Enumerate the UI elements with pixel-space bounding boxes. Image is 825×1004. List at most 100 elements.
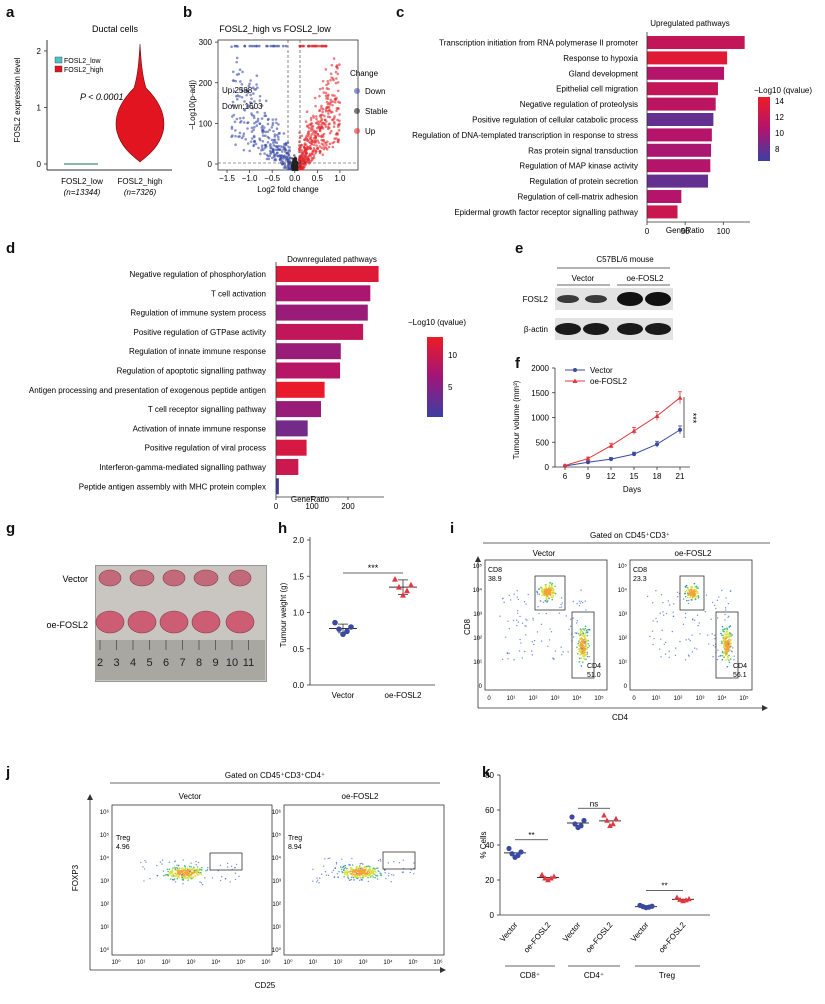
flow-event: [722, 630, 724, 632]
flow-event: [580, 630, 583, 632]
volcano-point-up: [334, 132, 338, 136]
blot-group-oe: oe-FOSL2: [627, 274, 664, 283]
group-label-treg: Treg: [659, 971, 675, 980]
flow-event: [548, 597, 550, 600]
bar-category-label: Negative regulation of phosphorylation: [129, 270, 266, 279]
volcano-point-up: [318, 87, 322, 91]
bar-category-label: Interferon-gamma-mediated signalling pat…: [99, 463, 266, 472]
volcano-point-up: [331, 141, 334, 145]
flow-event: [570, 625, 572, 628]
flow-event: [368, 873, 370, 875]
volcano-point-down: [246, 142, 250, 145]
flow-event: [353, 869, 356, 872]
flow-event: [674, 654, 677, 657]
volcano-point-down: [252, 134, 256, 138]
flow-event: [727, 656, 730, 658]
colorbar-tick: 5: [448, 383, 453, 392]
flow-event: [538, 593, 541, 595]
ytick-label: 200: [199, 79, 213, 88]
flow-event: [525, 625, 527, 627]
flow-event: [543, 587, 546, 590]
bar: [276, 439, 307, 456]
volcano-point-up: [307, 44, 310, 48]
flow-event: [724, 650, 726, 653]
flow-event: [367, 868, 370, 871]
flow-event: [725, 653, 727, 655]
volcano-point-down: [256, 117, 260, 121]
volcano-point-up: [316, 139, 319, 142]
volcano-point-down: [242, 134, 245, 138]
flow-event: [551, 598, 554, 601]
flow-event: [356, 876, 358, 878]
flow-event: [684, 590, 687, 593]
volcano-point-down: [284, 159, 288, 162]
xtick-label: Vector: [498, 920, 520, 943]
photo-row-vector: Vector: [62, 574, 88, 584]
volcano-point-stable: [294, 164, 297, 167]
ruler-label: 4: [130, 657, 136, 669]
volcano-point-down: [271, 44, 275, 48]
volcano-point-down: [276, 133, 279, 137]
bar-category-label: Positive regulation of viral process: [145, 444, 266, 453]
flow-event: [188, 865, 191, 868]
volcano-point-down: [232, 113, 236, 117]
group-label-low: FOSL2_low: [61, 177, 103, 186]
flow-event: [731, 634, 734, 636]
flow-event: [501, 658, 504, 660]
volcano-point-down: [258, 94, 262, 98]
flow-event: [143, 868, 146, 870]
flow-event: [725, 641, 727, 644]
volcano-point-up: [320, 104, 323, 108]
flow-event: [649, 635, 651, 638]
gate-box-cd8: [679, 575, 705, 611]
flow-event: [693, 592, 695, 595]
volcano-point-down: [277, 123, 280, 126]
volcano-point-up: [332, 125, 336, 128]
bar: [276, 285, 371, 302]
xtick-label: 10⁴: [383, 959, 393, 966]
flow-event: [687, 589, 690, 592]
flow-event: [548, 584, 551, 586]
flow-event: [568, 628, 570, 631]
volcano-point-down: [240, 83, 244, 86]
volcano-point-down: [234, 143, 237, 146]
flow-event: [174, 868, 177, 870]
volcano-point-up: [312, 154, 316, 157]
bar: [647, 97, 716, 111]
flow-event: [579, 628, 582, 630]
flow-event: [536, 593, 539, 595]
flow-event: [219, 879, 222, 882]
flow-event: [149, 877, 151, 880]
bar-category-label: Transcription initiation from RNA polyme…: [439, 39, 638, 48]
volcano-point-down: [258, 99, 262, 102]
group-label-cd8: CD8⁺: [520, 971, 540, 980]
flow-event: [362, 877, 364, 879]
volcano-point-up: [306, 138, 310, 142]
flow-event: [174, 872, 177, 875]
flow-event: [180, 867, 183, 870]
volcano-point-up: [317, 125, 321, 129]
flow-event: [191, 875, 193, 877]
tumour-vector: [98, 569, 122, 587]
volcano-point-down: [230, 45, 233, 49]
flow-event: [542, 592, 544, 595]
flow-event: [694, 647, 696, 649]
flow-event: [576, 620, 579, 622]
flow-event: [351, 864, 354, 866]
flow-event: [662, 611, 664, 613]
data-point: [655, 442, 659, 447]
volcano-point-up: [336, 81, 340, 84]
flow-event: [679, 640, 681, 643]
flow-event: [579, 638, 582, 641]
flow-event: [726, 627, 728, 630]
volcano-point-up: [324, 125, 328, 129]
bar: [647, 205, 678, 219]
flow-event: [182, 878, 185, 880]
flow-event: [187, 868, 189, 871]
volcano-point-down: [239, 80, 242, 83]
flow-event: [578, 600, 581, 602]
